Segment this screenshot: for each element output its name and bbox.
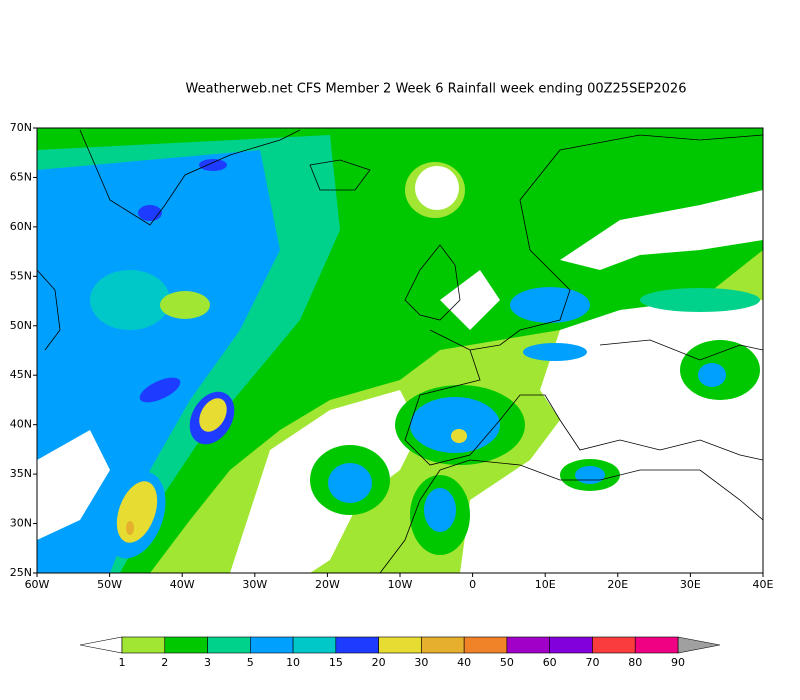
lat-label: 60N xyxy=(10,220,32,233)
colorbar-box xyxy=(634,636,679,654)
greenland-coast xyxy=(79,129,301,226)
coastlines xyxy=(37,129,763,573)
europe-south-coast xyxy=(404,349,763,466)
colorbar-box xyxy=(335,636,379,654)
rain-area xyxy=(90,270,170,330)
colorbar-box xyxy=(378,636,422,654)
lon-label: 10E xyxy=(535,578,556,591)
rain-area xyxy=(424,488,456,532)
rain-area xyxy=(451,429,467,443)
colorbar-label: 10 xyxy=(286,656,300,669)
colorbar-box xyxy=(292,636,337,654)
colorbar-under xyxy=(79,636,123,654)
rain-area xyxy=(640,288,760,312)
map-title: Weatherweb.net CFS Member 2 Week 6 Rainf… xyxy=(186,82,687,97)
rain-area xyxy=(138,205,162,221)
colorbar-label: 5 xyxy=(247,656,254,669)
rain-area xyxy=(37,430,110,540)
iceland-coast xyxy=(309,159,371,191)
rain-area xyxy=(440,270,500,330)
rain-area xyxy=(199,398,227,432)
lon-label: 40E xyxy=(753,578,774,591)
rain-area xyxy=(575,466,605,484)
lat-label: 35N xyxy=(10,467,32,480)
colorbar-box xyxy=(506,636,550,654)
lon-label: 20E xyxy=(607,578,628,591)
lat-label: 45N xyxy=(10,368,32,381)
britain-coast xyxy=(404,244,461,321)
lon-label: 10W xyxy=(388,578,413,591)
colorbar-box xyxy=(421,636,465,654)
rain-area xyxy=(415,166,459,210)
lon-label: 20W xyxy=(315,578,340,591)
rain-area xyxy=(523,343,587,361)
colorbar-box xyxy=(250,636,294,654)
rain-area xyxy=(410,397,500,453)
colorbar-over xyxy=(677,636,721,654)
lat-label: 30N xyxy=(10,517,32,530)
rain-area xyxy=(510,287,590,323)
lon-label: 30E xyxy=(680,578,701,591)
rain-area xyxy=(160,291,210,319)
rain-area xyxy=(139,377,181,403)
colorbar-label: 3 xyxy=(204,656,211,669)
colorbar-label: 30 xyxy=(414,656,428,669)
lat-label: 65N xyxy=(10,170,32,183)
lon-label: 50W xyxy=(97,578,122,591)
rain-area xyxy=(328,463,372,503)
labrador-coast xyxy=(37,269,61,351)
lat-label: 55N xyxy=(10,269,32,282)
africa-north-coast xyxy=(439,459,763,521)
black-sea-coast xyxy=(599,339,763,361)
colorbar-label: 60 xyxy=(543,656,557,669)
lat-label: 50N xyxy=(10,319,32,332)
rain-area xyxy=(340,128,763,260)
rain-area xyxy=(126,521,134,535)
lon-label: 40W xyxy=(170,578,195,591)
rain-area xyxy=(698,363,726,387)
colorbar-label: 90 xyxy=(671,656,685,669)
lon-label: 30W xyxy=(242,578,267,591)
lon-label: 0 xyxy=(469,578,476,591)
colorbar-label: 50 xyxy=(500,656,514,669)
colorbar-label: 1 xyxy=(119,656,126,669)
rainfall-field xyxy=(37,128,763,573)
colorbar-label: 70 xyxy=(585,656,599,669)
lon-label: 60W xyxy=(25,578,50,591)
rain-area xyxy=(199,159,227,171)
colorbar: 1 2 3 5 10 15 20 30 40 50 60 70 80 90 xyxy=(79,636,721,669)
colorbar-box xyxy=(121,636,166,654)
lat-label: 40N xyxy=(10,418,32,431)
colorbar-box xyxy=(549,636,593,654)
lat-label: 70N xyxy=(10,121,32,134)
colorbar-label: 20 xyxy=(372,656,386,669)
colorbar-label: 15 xyxy=(329,656,343,669)
colorbar-box xyxy=(592,636,636,654)
lat-label: 25N xyxy=(10,566,32,579)
colorbar-box xyxy=(207,636,251,654)
colorbar-label: 2 xyxy=(161,656,168,669)
europe-north-coast xyxy=(429,134,763,351)
colorbar-box xyxy=(164,636,208,654)
colorbar-label: 80 xyxy=(628,656,642,669)
rain-area xyxy=(560,190,763,270)
africa-west-coast xyxy=(379,469,441,573)
colorbar-box xyxy=(463,636,508,654)
colorbar-label: 40 xyxy=(457,656,471,669)
